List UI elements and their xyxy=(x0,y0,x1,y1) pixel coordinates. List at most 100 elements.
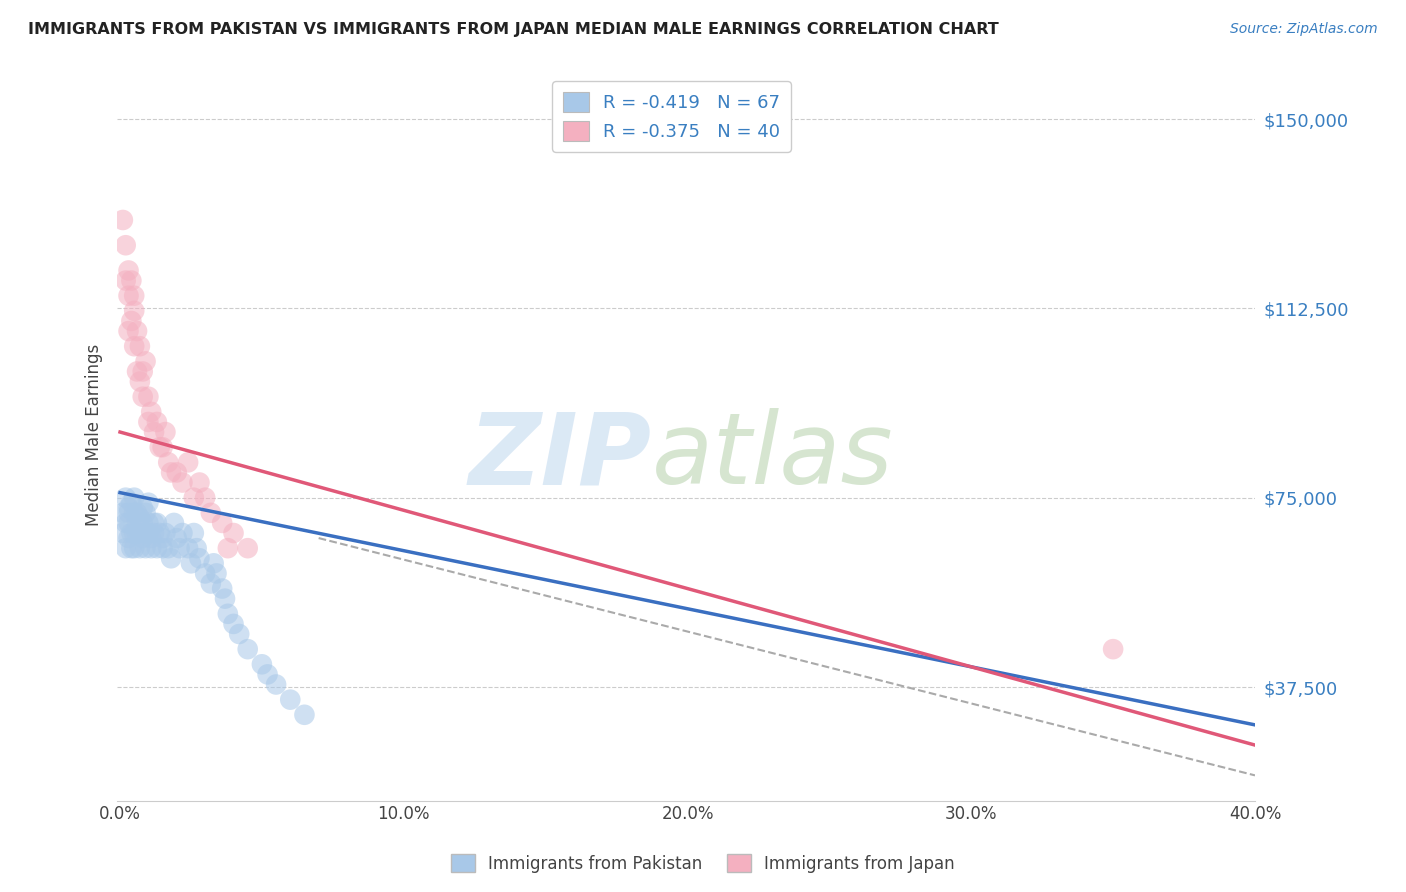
Point xyxy=(217,541,239,556)
Point xyxy=(205,566,228,581)
Point xyxy=(125,526,148,541)
Point xyxy=(172,475,194,490)
Point xyxy=(1102,642,1125,657)
Point xyxy=(135,541,157,556)
Point xyxy=(138,526,160,541)
Point xyxy=(132,364,155,378)
Point xyxy=(132,390,155,404)
Point xyxy=(202,557,225,571)
Point xyxy=(157,541,180,556)
Text: atlas: atlas xyxy=(652,408,894,505)
Point xyxy=(114,238,136,252)
Point xyxy=(141,531,163,545)
Point xyxy=(114,516,136,530)
Point xyxy=(117,506,139,520)
Point xyxy=(132,531,155,545)
Point xyxy=(114,491,136,505)
Point xyxy=(117,516,139,530)
Point xyxy=(138,496,160,510)
Point xyxy=(149,440,172,454)
Point xyxy=(152,541,174,556)
Point xyxy=(117,324,139,338)
Point xyxy=(138,516,160,530)
Point xyxy=(146,541,169,556)
Legend: R = -0.419   N = 67, R = -0.375   N = 40: R = -0.419 N = 67, R = -0.375 N = 40 xyxy=(553,81,790,152)
Point xyxy=(122,526,145,541)
Point xyxy=(155,425,177,439)
Point xyxy=(120,526,142,541)
Point xyxy=(122,339,145,353)
Point xyxy=(160,551,183,566)
Point xyxy=(155,526,177,541)
Point xyxy=(135,526,157,541)
Point xyxy=(214,591,236,606)
Point xyxy=(256,667,278,681)
Point xyxy=(211,516,233,530)
Point xyxy=(117,263,139,277)
Point xyxy=(188,475,211,490)
Point xyxy=(120,541,142,556)
Point xyxy=(166,466,188,480)
Point xyxy=(111,506,134,520)
Point xyxy=(180,557,202,571)
Point xyxy=(160,466,183,480)
Point xyxy=(117,531,139,545)
Point xyxy=(135,354,157,368)
Point xyxy=(222,616,245,631)
Point xyxy=(250,657,273,672)
Point xyxy=(264,677,287,691)
Point xyxy=(117,289,139,303)
Point xyxy=(122,491,145,505)
Point xyxy=(128,526,150,541)
Point xyxy=(163,516,186,530)
Point xyxy=(236,642,259,657)
Point xyxy=(138,415,160,429)
Text: Source: ZipAtlas.com: Source: ZipAtlas.com xyxy=(1230,22,1378,37)
Text: IMMIGRANTS FROM PAKISTAN VS IMMIGRANTS FROM JAPAN MEDIAN MALE EARNINGS CORRELATI: IMMIGRANTS FROM PAKISTAN VS IMMIGRANTS F… xyxy=(28,22,998,37)
Point xyxy=(278,692,301,706)
Point xyxy=(120,314,142,328)
Point xyxy=(128,511,150,525)
Point xyxy=(200,576,222,591)
Point xyxy=(120,496,142,510)
Text: ZIP: ZIP xyxy=(470,408,652,505)
Point xyxy=(200,506,222,520)
Point xyxy=(177,541,200,556)
Point xyxy=(143,526,166,541)
Point xyxy=(120,274,142,288)
Point xyxy=(222,526,245,541)
Point xyxy=(111,213,134,227)
Point xyxy=(186,541,208,556)
Y-axis label: Median Male Earnings: Median Male Earnings xyxy=(86,343,103,525)
Point xyxy=(146,415,169,429)
Point xyxy=(141,541,163,556)
Point xyxy=(217,607,239,621)
Point xyxy=(141,405,163,419)
Point xyxy=(122,506,145,520)
Point xyxy=(152,531,174,545)
Point xyxy=(132,500,155,515)
Point xyxy=(128,339,150,353)
Point xyxy=(169,541,191,556)
Point xyxy=(166,531,188,545)
Point xyxy=(146,516,169,530)
Point xyxy=(211,582,233,596)
Point xyxy=(122,541,145,556)
Point xyxy=(152,440,174,454)
Point xyxy=(149,526,172,541)
Legend: Immigrants from Pakistan, Immigrants from Japan: Immigrants from Pakistan, Immigrants fro… xyxy=(444,847,962,880)
Point xyxy=(122,289,145,303)
Point xyxy=(125,324,148,338)
Point xyxy=(114,274,136,288)
Point xyxy=(194,566,217,581)
Point xyxy=(125,516,148,530)
Point xyxy=(143,425,166,439)
Point xyxy=(294,707,316,722)
Point xyxy=(135,506,157,520)
Point xyxy=(183,491,205,505)
Point xyxy=(143,516,166,530)
Point xyxy=(236,541,259,556)
Point xyxy=(125,364,148,378)
Point xyxy=(122,304,145,318)
Point xyxy=(228,627,250,641)
